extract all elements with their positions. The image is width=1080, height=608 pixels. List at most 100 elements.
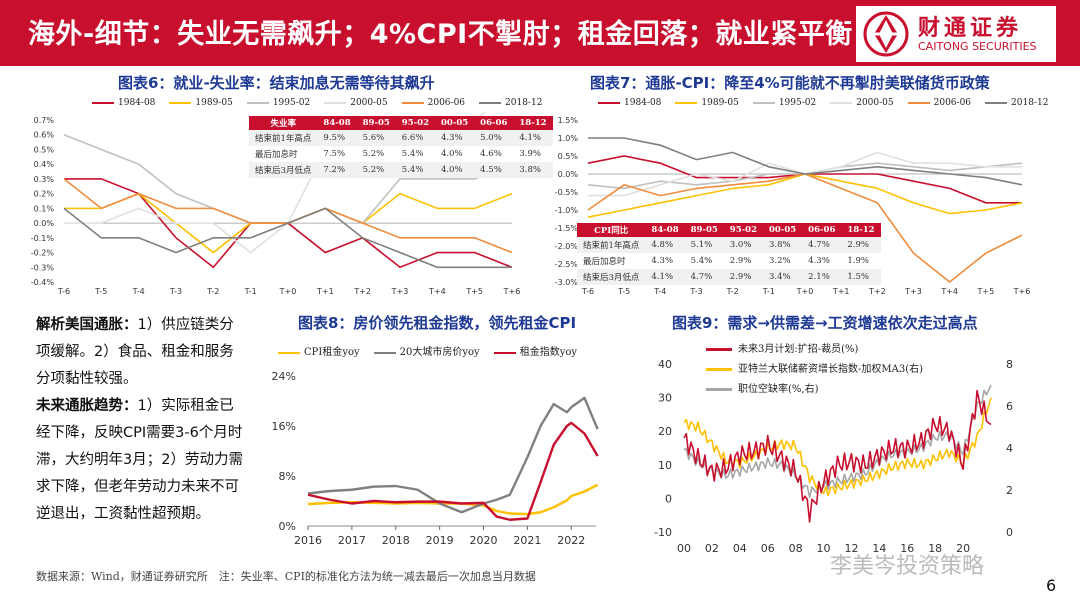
fig9-legend-item: 职位空缺率(%,右)	[706, 380, 923, 400]
fig8-legend-swatch	[373, 351, 396, 354]
fig7-table-cell: 3.8%	[762, 237, 803, 253]
fig6-legend: 1984-08 1989-05 1995-02 2000-05 2006-06 2018-…	[92, 98, 542, 108]
fig6-legend-item: 1995-02	[246, 98, 311, 108]
fig6-legend-item: 1989-05	[169, 98, 233, 108]
fig9-legend-item: 亚特兰大联储薪资增长指数-加权MA3(右)	[706, 360, 923, 380]
fig6-table-cell: 4.5%	[474, 162, 514, 178]
fig7-xtick-label: T+1	[832, 287, 850, 296]
fig6-table-cell: 结束前1年高点	[249, 130, 318, 146]
fig8-series-line-20大城市房价yoy	[307, 396, 599, 514]
fig7-legend-item: 2006-06	[907, 98, 971, 108]
fig6-table-cell: 7.2%	[317, 162, 357, 178]
fig9-xtick-label: 08	[789, 542, 803, 555]
fig6-ytick-label: 0.3%	[34, 175, 55, 184]
fig7-xtick-label: T+4	[940, 287, 958, 296]
fig7-legend-item: 1995-02	[752, 98, 816, 108]
analysis-heading-2: 未来通胀趋势：	[36, 398, 138, 414]
fig7-table-header: 84-08	[645, 223, 685, 237]
fig6-table-cell: 9.5%	[317, 130, 357, 146]
fig9-ytick-right-label: 4	[1006, 442, 1013, 455]
fig7-table-row: 结束前1年高点 4.8% 5.1% 3.0% 3.8% 4.7% 2.9%	[577, 237, 881, 253]
fig7-xtick-label: T-3	[689, 287, 702, 296]
fig8-xtick-label: 2019	[426, 534, 454, 547]
fig6-legend-swatch	[324, 101, 347, 104]
fig7-legend-item: 1984-08	[598, 98, 661, 108]
fig9-ytick-left-label: 20	[658, 425, 672, 438]
fig6-table-row: 结束后3月低点 7.2% 5.2% 5.4% 4.0% 4.5% 3.8%	[249, 162, 553, 178]
fig9-xtick-label: 12	[844, 542, 858, 555]
page-title: 海外-细节：失业无需飙升；4%CPI不掣肘；租金回落；就业紧平衡	[28, 19, 853, 50]
fig7-ytick-label: -1.5%	[555, 224, 579, 233]
fig6-table-header: 06-06	[474, 116, 514, 130]
fig8-xtick-label: 2017	[338, 534, 366, 547]
fig8-legend: CPI租金yoy 20大城市房价yoy 租金指数yoy	[278, 343, 577, 358]
page-number: 6	[1046, 576, 1057, 595]
fig7-table-cell: 2.9%	[723, 269, 763, 285]
fig9-legend-swatch	[706, 388, 732, 391]
watermark: 李美岑投资策略	[830, 554, 985, 579]
fig6-xtick-label: T+4	[428, 287, 446, 296]
fig6-xtick-label: T-5	[94, 287, 107, 296]
fig6-table-header: 95-02	[395, 116, 435, 130]
fig6-xtick-label: T+3	[391, 287, 409, 296]
fig6-series-line-2018-12	[63, 207, 512, 269]
fig9-title: 图表9：需求→供需差→工资增速依次走过高点	[672, 314, 978, 332]
fig6-table-cell: 5.4%	[395, 162, 435, 178]
analysis-body-2: 1）实际租金已经下降，反映CPI需要3-6个月时滞，大约明年3月；2）劳动力需求…	[36, 398, 243, 522]
fig6-table-header: 89-05	[356, 116, 396, 130]
fig7-xtick-label: T+0	[796, 287, 814, 296]
fig7-xtick-label: T-4	[653, 287, 666, 296]
fig7-legend-swatch	[598, 101, 620, 104]
fig8-xtick-label: 2016	[294, 534, 322, 547]
fig7-table-cell: 4.8%	[645, 237, 685, 253]
fig6-ytick-label: 0.4%	[34, 160, 55, 169]
fig7-ytick-label: -1.0%	[555, 206, 579, 215]
fig8-ytick-label: 16%	[272, 420, 296, 433]
fig9-legend-swatch	[706, 348, 732, 351]
fig6-xtick-label: T+2	[353, 287, 371, 296]
fig7-ytick-label: 1.0%	[558, 134, 579, 143]
fig6-table-header: 00-05	[434, 116, 475, 130]
fig8-legend-item: CPI租金yoy	[278, 343, 360, 358]
fig7-ytick-label: -3.0%	[555, 278, 579, 287]
fig9-series-line-0	[683, 389, 992, 523]
fig7-legend-swatch	[675, 101, 698, 104]
fig6-table-cell: 5.2%	[362, 149, 385, 159]
fig8-legend-swatch	[278, 351, 300, 354]
fig7-legend-item: 2000-05	[830, 98, 894, 108]
fig7-ytick-label: 1.5%	[558, 116, 579, 125]
fig9-ytick-right-label: 8	[1006, 358, 1013, 371]
fig6-legend-swatch	[92, 101, 114, 104]
fig7-series-line-1984-08	[587, 155, 1022, 204]
fig7-table-cell: 5.1%	[684, 237, 724, 253]
analysis-text: 解析美国通胀：1）供应链类分项缓解。2）食品、租金和服务分项黏性较强。 未来通胀…	[36, 312, 248, 528]
fig6-xtick-label: T-3	[169, 287, 182, 296]
fig6-table-cell: 4.6%	[480, 149, 502, 159]
fig7-table-header: 00-05	[762, 223, 803, 237]
fig7-table-header: CPI同比	[577, 223, 646, 237]
fig6-ytick-label: 0.7%	[34, 116, 55, 125]
fig9-series-line-1	[683, 397, 992, 497]
fig7-table-cell: 4.3%	[808, 256, 830, 266]
logo-text-cn: 财通证券	[918, 16, 1023, 41]
fig7-ytick-label: -2.0%	[555, 242, 579, 251]
fig7-table-cell: 结束前1年高点	[577, 237, 646, 253]
fig9-xtick-label: 18	[928, 542, 942, 555]
fig7-ytick-label: 0.0%	[558, 170, 579, 179]
fig6-table-cell: 3.9%	[519, 149, 541, 159]
logo-text-en: CAITONG SECURITIES	[918, 40, 1037, 53]
fig7-ytick-label: -2.5%	[555, 260, 579, 269]
fig6-ytick-label: -0.2%	[31, 249, 55, 258]
fig8-legend-swatch	[493, 351, 516, 354]
fig7-series-line-1989-05	[587, 173, 1023, 218]
fig7-legend-label: 2000-05	[856, 98, 894, 108]
fig6-table-cell: 4.0%	[440, 149, 463, 159]
fig9-xtick-label: 00	[677, 542, 691, 555]
fig7-table-cell: 2.9%	[841, 237, 881, 253]
fig6-legend-label: 1995-02	[272, 98, 311, 108]
fig6-table-cell: 4.3%	[434, 130, 475, 146]
fig7-table-cell: 结束后3月低点	[577, 269, 646, 285]
fig7-legend-label: 1984-08	[624, 98, 662, 108]
fig8-ytick-label: 8%	[279, 470, 296, 483]
